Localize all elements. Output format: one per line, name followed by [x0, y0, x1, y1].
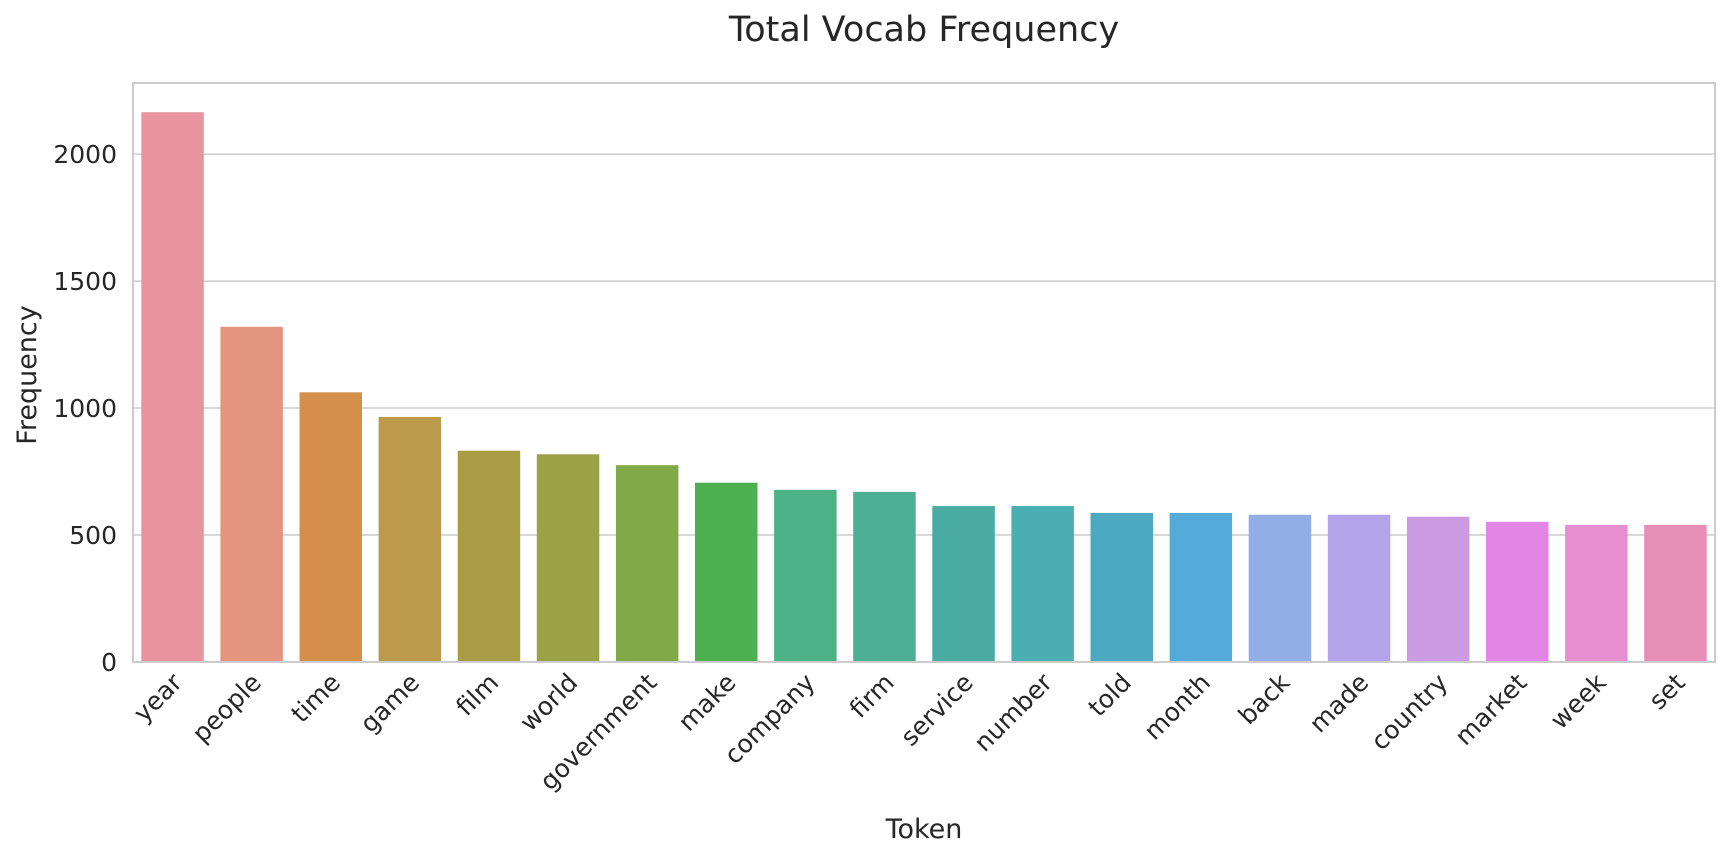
x-tick-label: game: [354, 668, 425, 739]
x-tick-label: made: [1304, 668, 1375, 739]
x-tick-label: service: [895, 668, 979, 752]
x-tick-label: people: [186, 668, 266, 748]
x-tick-label: country: [1365, 668, 1453, 756]
x-axis-label: Token: [885, 814, 963, 845]
bars: [141, 112, 1707, 662]
bar-world: [536, 454, 600, 662]
chart-title: Total Vocab Frequency: [728, 10, 1119, 50]
bar-game: [378, 416, 442, 662]
bar-made: [1327, 514, 1391, 662]
x-tick-label: month: [1138, 668, 1216, 746]
x-tick-label: world: [514, 668, 583, 737]
bar-make: [695, 482, 758, 662]
bar-government: [615, 465, 679, 662]
bar-service: [932, 506, 995, 662]
y-tick-label: 500: [69, 521, 117, 550]
y-tick-labels: 0 500 1000 1500 2000: [53, 140, 117, 677]
bar-firm: [853, 491, 916, 662]
bar-market: [1486, 521, 1549, 662]
bar-film: [457, 450, 521, 662]
bar-time: [299, 392, 362, 662]
y-tick-label: 0: [101, 648, 117, 677]
bar-company: [774, 489, 837, 662]
x-tick-label: number: [968, 667, 1058, 757]
bar-country: [1406, 516, 1470, 662]
x-tick-label: back: [1233, 667, 1296, 730]
x-tick-label: year: [128, 667, 188, 727]
y-tick-label: 1000: [53, 394, 117, 423]
plot-frame: [132, 82, 1716, 663]
bar-back: [1248, 514, 1312, 662]
bar-set: [1644, 524, 1707, 662]
x-tick-label: firm: [844, 668, 900, 724]
y-tick-label: 1500: [53, 267, 117, 296]
gridlines: [133, 153, 1715, 536]
bar-year: [141, 112, 204, 662]
x-tick-label: time: [286, 668, 346, 728]
bar-week: [1565, 524, 1628, 662]
bar-told: [1090, 512, 1153, 662]
x-tick-label: week: [1545, 667, 1612, 734]
bar-people: [220, 326, 283, 662]
bar-number: [1011, 506, 1074, 662]
y-tick-label: 2000: [53, 140, 117, 169]
y-axis-label: Frequency: [12, 305, 43, 445]
x-tick-label: make: [672, 668, 741, 737]
x-tick-label: film: [450, 668, 504, 722]
bar-month: [1169, 512, 1233, 662]
x-tick-label: told: [1083, 668, 1137, 722]
x-tick-label: set: [1643, 668, 1691, 716]
x-tick-label: market: [1449, 668, 1532, 751]
